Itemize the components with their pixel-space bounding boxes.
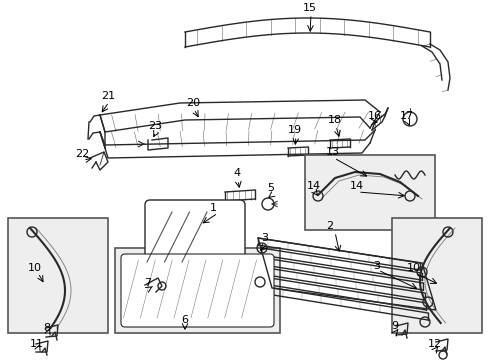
Text: 11: 11	[30, 339, 44, 349]
Text: 23: 23	[148, 121, 162, 131]
Text: 4: 4	[233, 168, 240, 178]
Text: 5: 5	[267, 183, 274, 193]
Text: 22: 22	[75, 149, 89, 159]
Text: 17: 17	[399, 111, 413, 121]
Text: 10: 10	[406, 263, 420, 273]
Text: 19: 19	[287, 125, 302, 135]
Text: 21: 21	[101, 91, 115, 101]
Text: 12: 12	[427, 339, 441, 349]
Bar	[391, 218, 481, 333]
Text: 9: 9	[390, 321, 398, 331]
Bar	[8, 218, 108, 333]
Bar	[305, 155, 434, 230]
Text: 10: 10	[28, 263, 42, 273]
Text: 16: 16	[367, 111, 381, 121]
Bar	[115, 248, 280, 333]
Text: 14: 14	[349, 181, 364, 191]
Text: 15: 15	[303, 3, 316, 13]
Text: 3: 3	[261, 233, 268, 243]
Text: 6: 6	[181, 315, 188, 325]
Text: 20: 20	[185, 98, 200, 108]
Text: 3: 3	[373, 261, 380, 271]
FancyBboxPatch shape	[121, 254, 273, 327]
Text: 7: 7	[144, 278, 151, 288]
Text: 1: 1	[209, 203, 216, 213]
Text: 2: 2	[326, 221, 333, 231]
Text: 18: 18	[327, 115, 342, 125]
Text: 14: 14	[306, 181, 321, 191]
FancyBboxPatch shape	[145, 200, 244, 275]
Text: 13: 13	[325, 147, 339, 157]
Text: 8: 8	[43, 323, 50, 333]
